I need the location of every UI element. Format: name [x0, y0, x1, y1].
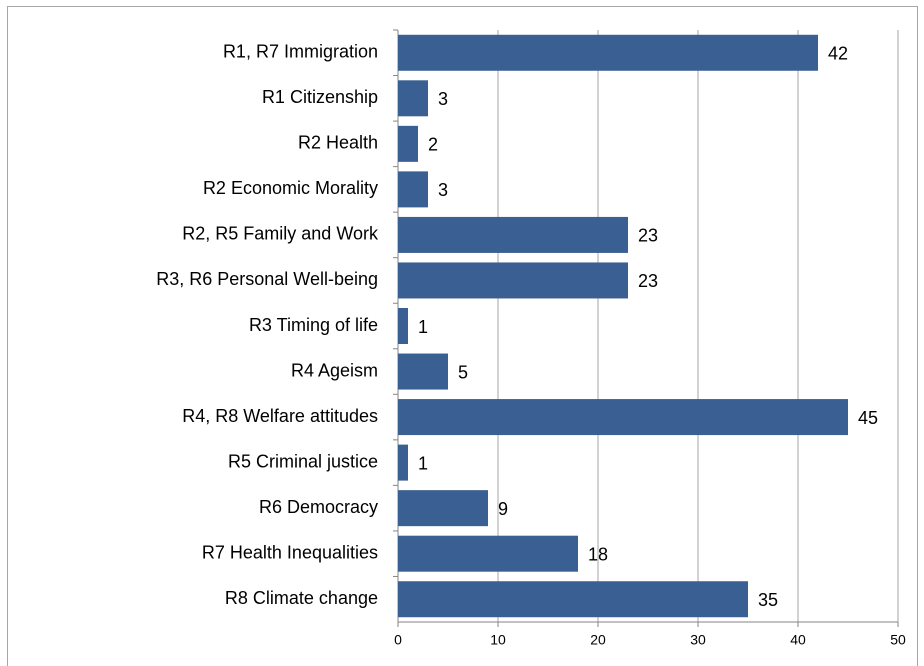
y-tick-label: R2 Economic Morality — [203, 178, 378, 198]
bar — [398, 581, 748, 618]
data-label: 1 — [418, 453, 428, 473]
x-tick-label: 50 — [890, 632, 906, 648]
y-tick-label: R6 Democracy — [259, 497, 378, 517]
bar — [398, 353, 448, 390]
bar — [398, 399, 848, 436]
bar — [398, 262, 628, 299]
bar — [398, 125, 418, 162]
data-label: 23 — [638, 271, 658, 291]
bar — [398, 308, 408, 344]
data-label: 1 — [418, 317, 428, 337]
y-tick-label: R3, R6 Personal Well-being — [156, 269, 378, 289]
y-tick-label: R5 Criminal justice — [228, 451, 378, 471]
x-tick-label: 30 — [690, 632, 706, 648]
bar — [398, 171, 428, 208]
bar — [398, 535, 578, 572]
data-label: 23 — [638, 226, 658, 246]
y-tick-label: R7 Health Inequalities — [202, 542, 378, 562]
data-label: 18 — [588, 544, 608, 564]
data-label: 42 — [828, 44, 848, 64]
data-label: 2 — [428, 135, 438, 155]
y-tick-label: R4 Ageism — [291, 360, 378, 380]
x-tick-label: 40 — [790, 632, 806, 648]
y-tick-label: R2, R5 Family and Work — [182, 224, 379, 244]
data-label: 45 — [858, 408, 878, 428]
data-label: 9 — [498, 499, 508, 519]
x-tick-label: 0 — [394, 632, 402, 648]
data-label: 3 — [438, 180, 448, 200]
bar — [398, 80, 428, 117]
bar — [398, 34, 818, 71]
x-tick-label: 10 — [490, 632, 506, 648]
y-tick-label: R2 Health — [298, 133, 378, 153]
y-tick-label: R8 Climate change — [225, 588, 378, 608]
y-tick-label: R1 Citizenship — [262, 87, 378, 107]
y-tick-label: R4, R8 Welfare attitudes — [182, 406, 378, 426]
data-label: 3 — [438, 89, 448, 109]
data-label: 35 — [758, 590, 778, 610]
x-tick-label: 20 — [590, 632, 606, 648]
bar — [398, 444, 408, 481]
y-tick-label: R3 Timing of life — [249, 315, 378, 335]
bar — [398, 490, 488, 527]
y-tick-label: R1, R7 Immigration — [223, 42, 378, 62]
data-label: 5 — [458, 362, 468, 382]
bar — [398, 216, 628, 253]
